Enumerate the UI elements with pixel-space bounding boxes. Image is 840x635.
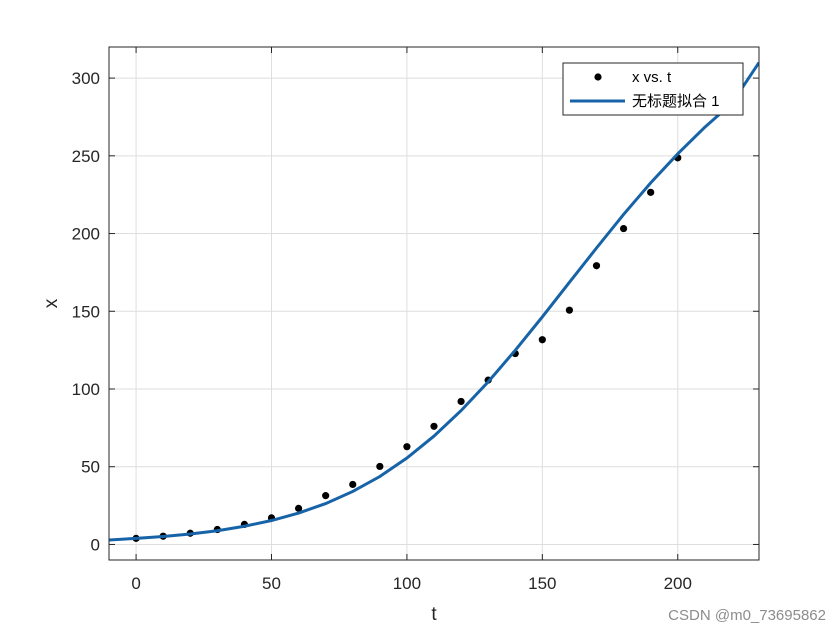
data-point	[376, 462, 384, 471]
legend-box	[562, 62, 744, 116]
data-point	[403, 443, 411, 451]
x-tick-label: 200	[664, 574, 692, 593]
axes-box	[108, 46, 760, 561]
x-tick-label: 0	[131, 574, 140, 593]
watermark: CSDN @m0_73695862	[668, 607, 826, 624]
data-point	[322, 492, 330, 500]
y-tick-label: 150	[72, 302, 100, 321]
y-tick-label: 300	[72, 69, 100, 88]
data-point	[430, 422, 438, 430]
fit-curve-line	[109, 61, 759, 542]
y-tick-label: 100	[72, 380, 100, 399]
x-tick-label: 50	[262, 574, 281, 593]
data-point	[565, 306, 574, 314]
data-point	[647, 188, 655, 196]
y-tick-label: 250	[72, 147, 100, 166]
y-tick-label: 50	[81, 458, 100, 477]
x-axis-label: t	[431, 604, 437, 625]
y-tick-label: 0	[91, 535, 100, 554]
legend-entry-label: 无标题拟合 1	[632, 93, 720, 110]
data-point	[592, 262, 601, 270]
x-tick-label: 100	[393, 574, 421, 593]
y-tick-label: 200	[72, 225, 100, 244]
x-tick-label: 150	[528, 574, 556, 593]
legend-marker-swatch	[594, 73, 602, 81]
legend-entry-label: x vs. t	[632, 69, 672, 86]
data-point	[457, 397, 465, 406]
data-point	[294, 504, 303, 512]
data-point	[538, 336, 546, 344]
data-point	[349, 480, 357, 489]
y-axis-label: x	[41, 298, 62, 308]
data-point	[619, 224, 628, 233]
